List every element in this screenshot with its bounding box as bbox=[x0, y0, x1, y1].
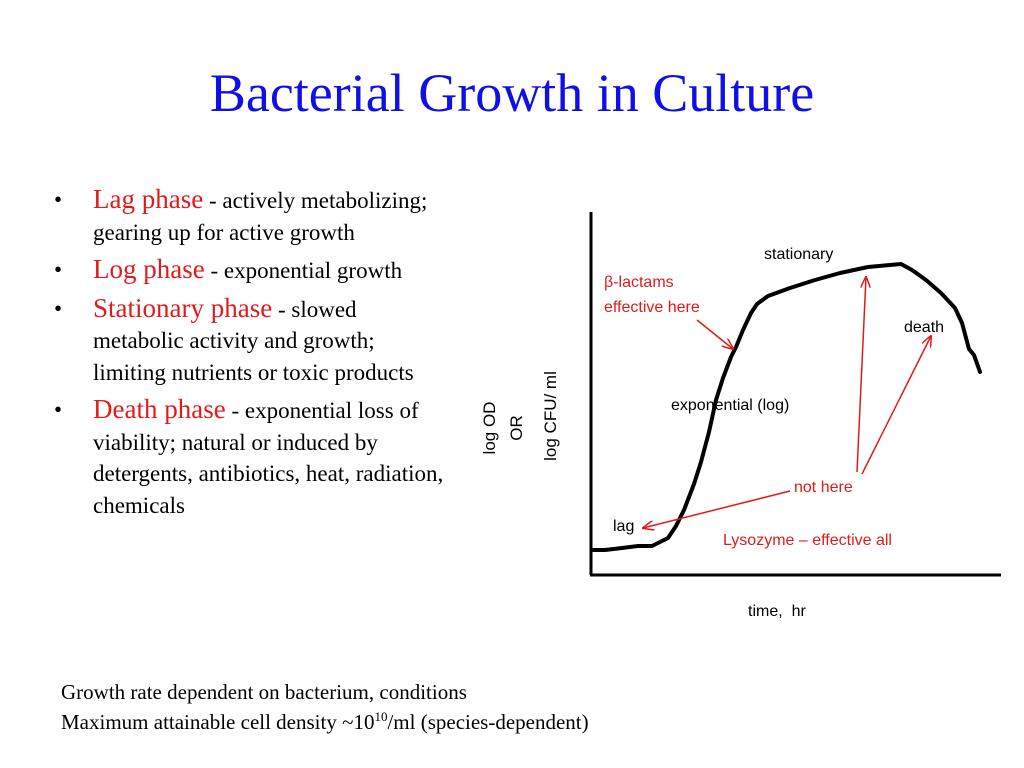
x-axis-label: time, hr bbox=[748, 603, 806, 620]
phase-description-death: - exponential loss of viability; natural… bbox=[93, 398, 444, 518]
bullet-death-phase: • Death phase - exponential loss of viab… bbox=[52, 394, 452, 521]
bullet-dot: • bbox=[54, 257, 63, 282]
phase-label-exponential: exponential (log) bbox=[671, 397, 789, 414]
arrow-beta-to-log bbox=[696, 319, 733, 349]
note-max-density: Maximum attainable cell density ~1010/ml… bbox=[61, 707, 781, 737]
phase-label-stationary: stationary bbox=[764, 246, 833, 263]
annotation-not-here: not here bbox=[794, 479, 853, 496]
arrow-lysozyme-to-lag bbox=[643, 490, 791, 528]
bullet-log-phase: • Log phase - exponential growth bbox=[52, 254, 452, 287]
slide-title: Bacterial Growth in Culture bbox=[209, 63, 815, 123]
phase-label-death: death bbox=[904, 319, 944, 336]
arrow-not-here-to-stationary bbox=[856, 277, 866, 473]
annotation-effective-here: effective here bbox=[604, 299, 700, 316]
phase-label-lag: lag bbox=[613, 518, 634, 535]
phase-description-lag: - actively metabolizing; gearing up for … bbox=[93, 188, 428, 245]
bullet-dot: • bbox=[54, 397, 63, 422]
y-axis-label-or: OR bbox=[507, 415, 526, 441]
phase-description-stationary: - slowed metabolic activity and growth; … bbox=[93, 296, 414, 385]
bullet-dot: • bbox=[54, 187, 63, 212]
y-axis-label-log-cfu: log CFU/ ml bbox=[541, 371, 560, 461]
note-max-density-exponent: 10 bbox=[374, 709, 388, 724]
bottom-notes: Growth rate dependent on bacterium, cond… bbox=[61, 677, 781, 737]
note-max-density-suffix: /ml (species-dependent) bbox=[387, 710, 589, 734]
bullet-dot: • bbox=[54, 295, 63, 321]
growth-curve bbox=[591, 262, 982, 552]
y-axis-label-log-od: log OD bbox=[480, 402, 499, 455]
note-growth-rate: Growth rate dependent on bacterium, cond… bbox=[61, 680, 467, 704]
annotation-lysozyme: Lysozyme – effective all bbox=[723, 532, 892, 549]
phase-bullet-list: • Lag phase - actively metabolizing; gea… bbox=[52, 184, 452, 527]
phase-name-stationary: Stationary phase bbox=[93, 292, 273, 323]
bullet-lag-phase: • Lag phase - actively metabolizing; gea… bbox=[52, 184, 452, 248]
phase-name-log: Log phase bbox=[93, 254, 205, 284]
annotation-beta-lactams: β-lactams bbox=[604, 274, 674, 291]
note-max-density-prefix: Maximum attainable cell density ~10 bbox=[61, 710, 375, 734]
phase-name-lag: Lag phase bbox=[93, 184, 204, 214]
phase-name-death: Death phase bbox=[93, 394, 226, 424]
arrow-not-here-to-death bbox=[861, 336, 931, 475]
phase-description-log: - exponential growth bbox=[204, 258, 403, 283]
bullet-stationary-phase: • Stationary phase - slowed metabolic ac… bbox=[52, 293, 452, 389]
